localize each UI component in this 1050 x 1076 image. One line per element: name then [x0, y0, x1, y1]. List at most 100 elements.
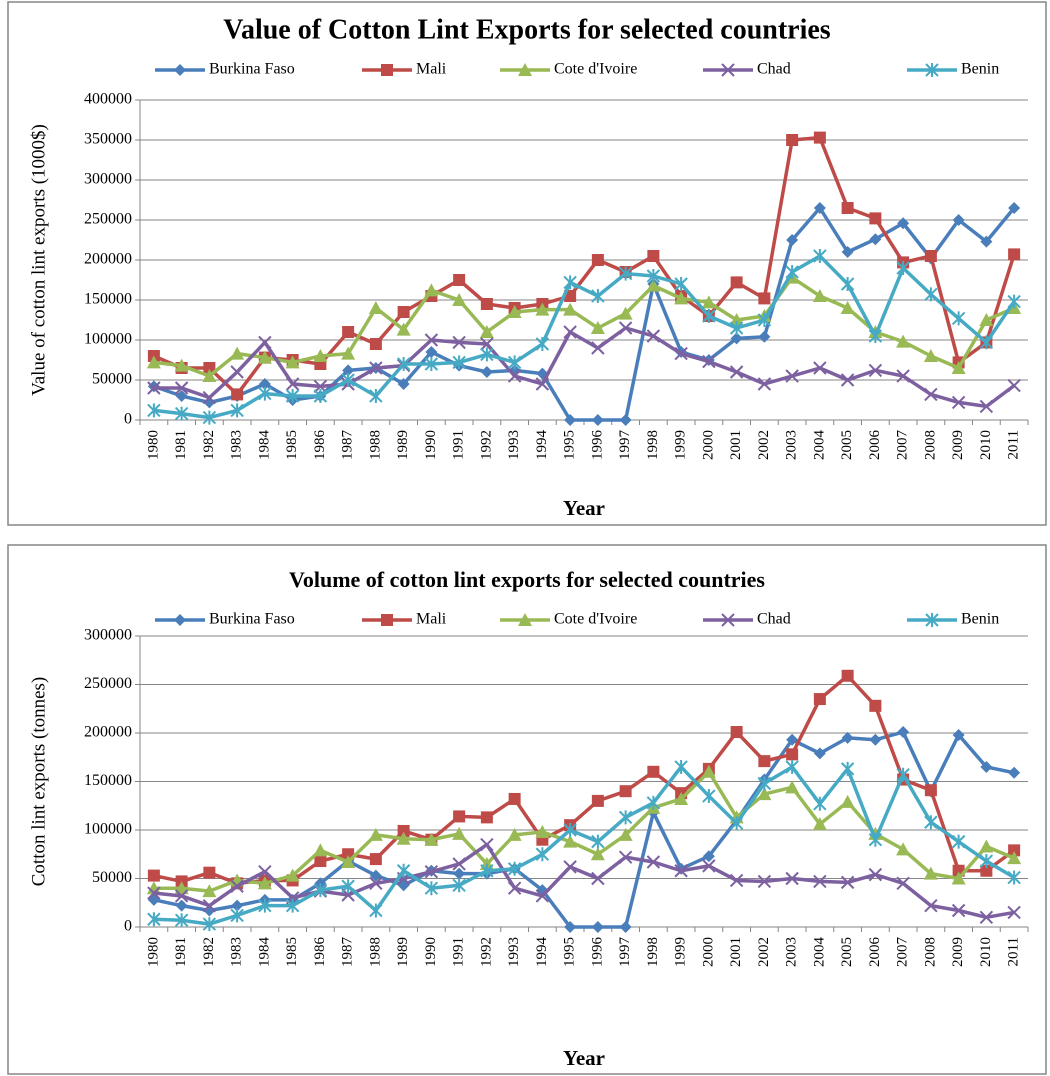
- marker: [785, 871, 799, 886]
- marker: [369, 876, 383, 891]
- marker: [202, 917, 217, 932]
- marker: [507, 369, 522, 383]
- marker: [368, 827, 383, 841]
- x-tick-label: 1984: [256, 937, 272, 968]
- marker: [518, 63, 532, 76]
- marker: [342, 326, 355, 338]
- marker: [285, 377, 300, 391]
- marker: [369, 389, 383, 403]
- marker: [202, 390, 217, 405]
- x-tick-label: 1994: [534, 937, 550, 968]
- y-tick-label: 100000: [84, 331, 132, 348]
- marker: [424, 333, 439, 347]
- marker: [702, 859, 716, 873]
- marker: [591, 289, 605, 303]
- marker: [813, 202, 826, 214]
- marker: [174, 381, 189, 395]
- marker: [841, 669, 854, 682]
- marker: [258, 335, 272, 350]
- marker: [923, 349, 938, 362]
- marker: [174, 881, 189, 895]
- marker: [231, 388, 244, 401]
- x-tick-label: 2006: [867, 937, 883, 968]
- marker: [230, 346, 245, 360]
- y-tick-label: 250000: [84, 675, 132, 692]
- marker: [591, 341, 605, 355]
- marker: [397, 824, 410, 837]
- x-tick-label: 2004: [811, 937, 827, 968]
- marker: [535, 847, 550, 862]
- series-line: [153, 765, 1016, 926]
- marker: [424, 881, 439, 896]
- x-tick-label: 1989: [395, 937, 411, 967]
- marker: [785, 369, 799, 383]
- marker: [174, 889, 189, 903]
- marker: [147, 381, 161, 395]
- marker: [841, 202, 854, 214]
- marker: [174, 913, 189, 928]
- x-tick-label: 2004: [811, 430, 827, 461]
- marker: [591, 414, 604, 426]
- marker: [729, 816, 744, 831]
- marker: [869, 212, 882, 225]
- marker: [924, 287, 938, 302]
- marker: [1007, 851, 1022, 865]
- x-tick-label: 1986: [312, 430, 328, 461]
- x-tick-label: 2010: [978, 430, 994, 460]
- marker: [258, 898, 272, 913]
- x-tick-label: 2011: [1006, 937, 1022, 966]
- marker: [258, 386, 272, 401]
- marker: [480, 298, 493, 310]
- marker: [729, 365, 744, 379]
- marker: [979, 313, 994, 326]
- marker: [840, 794, 855, 808]
- marker: [203, 866, 216, 879]
- marker: [535, 889, 550, 903]
- marker: [840, 875, 855, 890]
- x-tick-label: 1985: [284, 937, 300, 967]
- marker: [785, 759, 799, 774]
- marker: [840, 301, 855, 314]
- marker: [952, 214, 965, 226]
- marker: [313, 379, 328, 394]
- marker: [507, 355, 522, 370]
- marker: [480, 863, 494, 878]
- x-tick-label: 1981: [173, 430, 189, 460]
- marker: [618, 850, 633, 864]
- marker: [897, 726, 910, 739]
- marker: [507, 861, 522, 876]
- marker: [230, 908, 244, 923]
- marker: [813, 131, 826, 144]
- marker: [563, 302, 578, 316]
- marker: [758, 755, 771, 768]
- marker: [646, 269, 661, 283]
- marker: [758, 330, 771, 343]
- marker: [591, 871, 605, 886]
- marker: [729, 313, 744, 326]
- marker: [1007, 905, 1021, 920]
- series: [147, 759, 1021, 932]
- marker: [868, 867, 883, 882]
- y-tick-label: 400000: [84, 91, 132, 108]
- y-tick-label: 0: [124, 918, 132, 935]
- y-tick-label: 250000: [84, 211, 132, 228]
- x-tick-label: 2007: [895, 430, 911, 461]
- marker: [175, 899, 188, 912]
- x-tick-label: 1987: [340, 937, 356, 968]
- marker: [452, 878, 466, 893]
- marker: [785, 780, 800, 794]
- x-tick-label: 1988: [367, 430, 383, 460]
- x-tick-label: 1993: [506, 937, 522, 967]
- marker: [757, 874, 772, 889]
- x-tick-label: 2009: [950, 430, 966, 460]
- marker: [453, 810, 466, 823]
- marker: [313, 349, 328, 362]
- marker: [369, 338, 382, 350]
- marker: [174, 406, 189, 421]
- x-tick-label: 1995: [562, 430, 578, 460]
- marker: [230, 879, 244, 893]
- marker: [369, 361, 383, 375]
- marker: [674, 791, 689, 805]
- marker: [397, 378, 410, 390]
